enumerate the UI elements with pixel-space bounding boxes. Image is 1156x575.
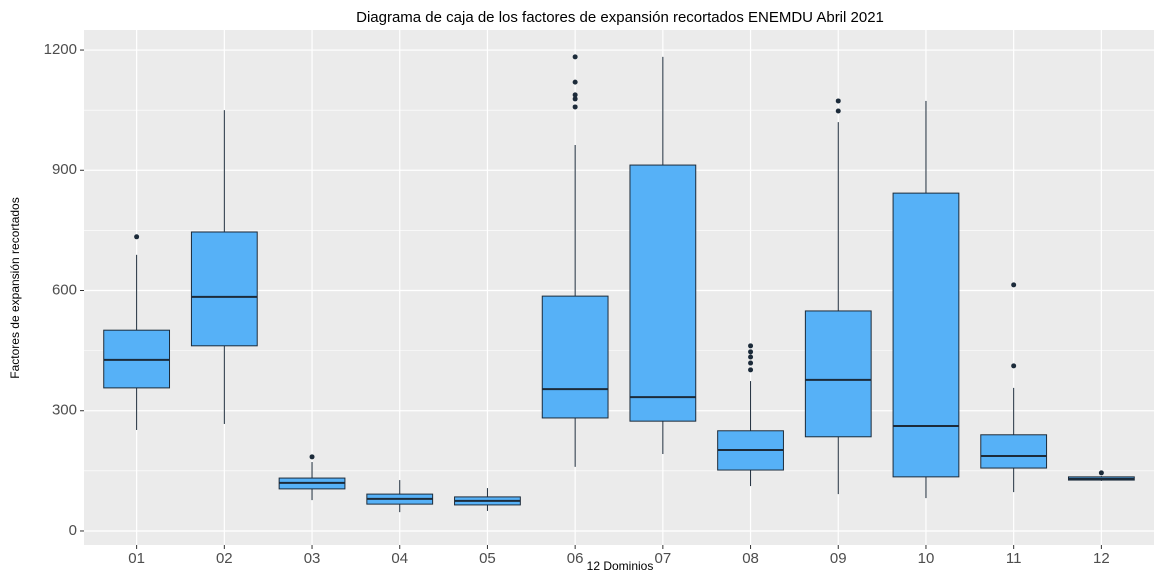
y-axis-label: Factores de expansión recortados	[8, 197, 22, 378]
outlier	[572, 54, 578, 60]
chart-title: Diagrama de caja de los factores de expa…	[356, 9, 884, 26]
x-tick-label: 03	[304, 550, 321, 567]
outlier	[835, 108, 841, 114]
box	[892, 192, 960, 478]
box	[190, 231, 258, 347]
x-tick-label: 08	[742, 550, 759, 567]
x-tick-label: 04	[391, 550, 408, 567]
x-tick-label: 02	[216, 550, 233, 567]
outlier	[835, 98, 841, 104]
outlier	[1011, 282, 1017, 288]
outlier	[1011, 363, 1017, 369]
outlier	[748, 343, 754, 349]
x-tick-label: 10	[918, 550, 935, 567]
plot-panel	[84, 30, 1154, 545]
outlier	[309, 454, 315, 460]
x-axis-label: 12 Dominios	[587, 559, 654, 573]
y-tick-label: 300	[52, 402, 77, 419]
x-tick-label: 07	[655, 550, 672, 567]
box	[541, 295, 609, 419]
y-tick-label: 600	[52, 281, 77, 298]
box	[804, 310, 872, 438]
box	[629, 164, 697, 422]
x-tick-label: 01	[128, 550, 145, 567]
outlier	[748, 367, 754, 373]
outlier	[572, 79, 578, 85]
outlier	[748, 349, 754, 355]
x-tick-label: 11	[1006, 550, 1022, 567]
box	[980, 434, 1048, 469]
y-tick-label: 900	[52, 161, 77, 178]
outlier	[748, 354, 754, 360]
x-tick-label: 12	[1093, 550, 1110, 567]
x-tick-label: 06	[567, 550, 584, 567]
outlier	[748, 360, 754, 366]
x-tick-label: 05	[479, 550, 496, 567]
outlier	[572, 96, 578, 102]
y-tick-label: 0	[69, 522, 77, 539]
outlier	[572, 104, 578, 110]
x-tick-label: 09	[830, 550, 847, 567]
outlier	[1098, 470, 1104, 476]
outlier	[134, 234, 140, 240]
y-tick-label: 1200	[44, 41, 77, 58]
outlier	[572, 92, 578, 98]
